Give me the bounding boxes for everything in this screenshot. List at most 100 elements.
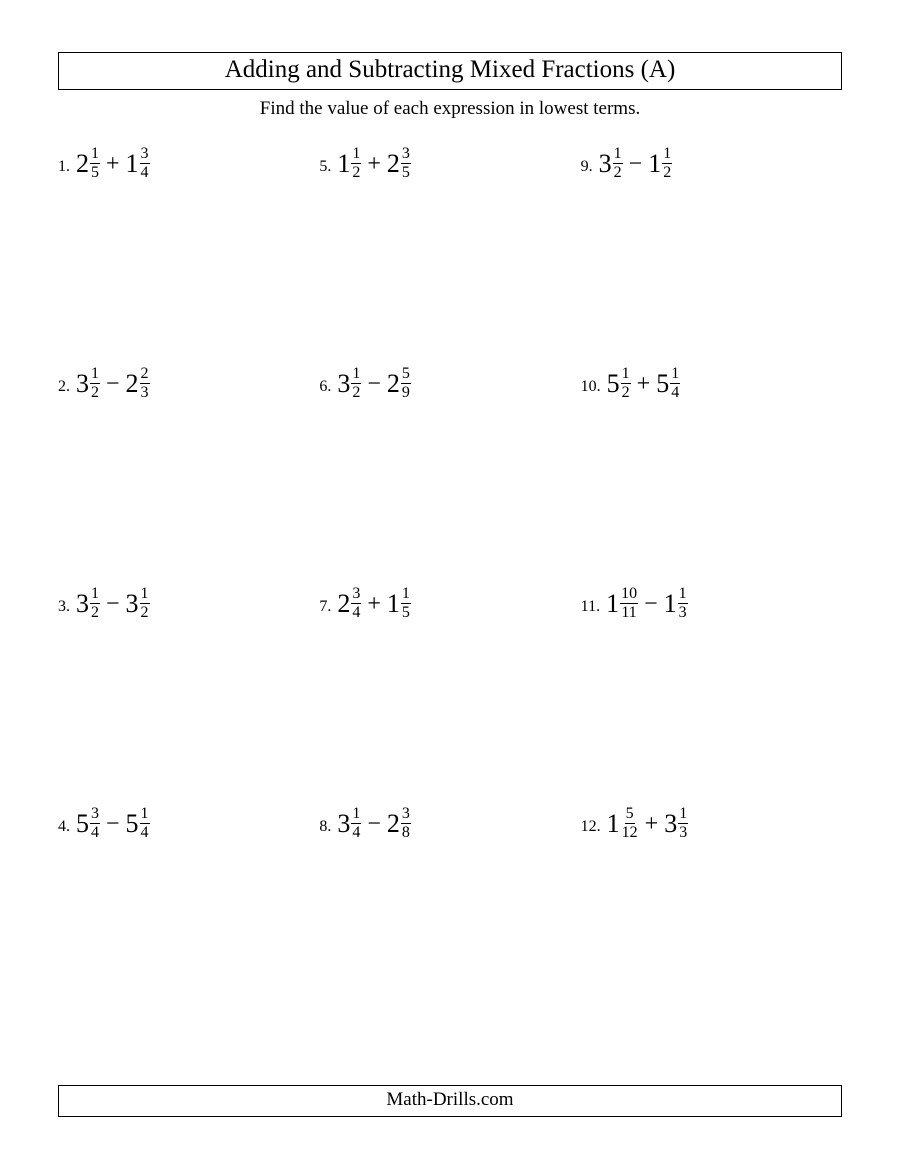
problem-number: 7. bbox=[319, 586, 331, 616]
numerator: 10 bbox=[620, 586, 638, 604]
mixed-fraction: 514 bbox=[126, 806, 150, 841]
denominator: 2 bbox=[351, 164, 361, 181]
mixed-fraction: 312 bbox=[126, 586, 150, 621]
numerator: 1 bbox=[140, 586, 150, 604]
numerator: 5 bbox=[401, 366, 411, 384]
problem: 7.234+115 bbox=[319, 580, 580, 800]
mixed-fraction: 312 bbox=[337, 366, 361, 401]
denominator: 2 bbox=[90, 384, 100, 401]
whole-part: 2 bbox=[337, 591, 350, 617]
numerator: 1 bbox=[351, 146, 361, 164]
problem-number: 2. bbox=[58, 366, 70, 396]
mixed-fraction: 113 bbox=[664, 586, 688, 621]
numerator: 3 bbox=[351, 586, 361, 604]
whole-part: 1 bbox=[126, 151, 139, 177]
problem-number: 12. bbox=[581, 806, 601, 836]
numerator: 3 bbox=[401, 146, 411, 164]
expression: 312−223 bbox=[76, 366, 150, 401]
numerator: 2 bbox=[140, 366, 150, 384]
expression: 512+514 bbox=[607, 366, 681, 401]
mixed-fraction: 312 bbox=[599, 146, 623, 181]
problem-number: 3. bbox=[58, 586, 70, 616]
denominator: 5 bbox=[90, 164, 100, 181]
problem-number: 9. bbox=[581, 146, 593, 176]
problem: 1.215+134 bbox=[58, 140, 319, 360]
denominator: 4 bbox=[351, 604, 361, 621]
mixed-fraction: 235 bbox=[387, 146, 411, 181]
numerator: 1 bbox=[662, 146, 672, 164]
mixed-fraction: 115 bbox=[387, 586, 411, 621]
denominator: 4 bbox=[90, 824, 100, 841]
operator: − bbox=[361, 812, 387, 836]
mixed-fraction: 112 bbox=[337, 146, 361, 181]
whole-part: 5 bbox=[126, 811, 139, 837]
whole-part: 1 bbox=[337, 151, 350, 177]
mixed-fraction: 259 bbox=[387, 366, 411, 401]
fraction-part: 34 bbox=[140, 146, 150, 181]
expression: 312−312 bbox=[76, 586, 150, 621]
fraction-part: 34 bbox=[351, 586, 361, 621]
operator: + bbox=[639, 812, 665, 836]
fraction-part: 13 bbox=[678, 586, 688, 621]
fraction-part: 12 bbox=[90, 586, 100, 621]
problem-number: 11. bbox=[581, 586, 600, 616]
whole-part: 3 bbox=[126, 591, 139, 617]
whole-part: 1 bbox=[387, 591, 400, 617]
mixed-fraction: 234 bbox=[337, 586, 361, 621]
denominator: 4 bbox=[351, 824, 361, 841]
problems-grid: 1.215+1345.112+2359.312−1122.312−2236.31… bbox=[58, 140, 842, 1020]
mixed-fraction: 134 bbox=[126, 146, 150, 181]
whole-part: 2 bbox=[126, 371, 139, 397]
expression: 215+134 bbox=[76, 146, 150, 181]
numerator: 1 bbox=[90, 366, 100, 384]
operator: − bbox=[361, 372, 387, 396]
problem: 4.534−514 bbox=[58, 800, 319, 1020]
numerator: 3 bbox=[140, 146, 150, 164]
numerator: 1 bbox=[140, 806, 150, 824]
fraction-part: 38 bbox=[401, 806, 411, 841]
expression: 112+235 bbox=[337, 146, 411, 181]
worksheet-subtitle: Find the value of each expression in low… bbox=[58, 98, 842, 120]
numerator: 1 bbox=[351, 366, 361, 384]
footer-box: Math-Drills.com bbox=[58, 1085, 842, 1117]
denominator: 4 bbox=[670, 384, 680, 401]
numerator: 1 bbox=[90, 146, 100, 164]
expression: 11011−113 bbox=[606, 586, 688, 621]
mixed-fraction: 215 bbox=[76, 146, 100, 181]
whole-part: 3 bbox=[76, 591, 89, 617]
operator: + bbox=[361, 152, 387, 176]
numerator: 1 bbox=[613, 146, 623, 164]
operator: + bbox=[361, 592, 387, 616]
mixed-fraction: 312 bbox=[76, 586, 100, 621]
expression: 1512+313 bbox=[607, 806, 689, 841]
numerator: 3 bbox=[90, 806, 100, 824]
whole-part: 2 bbox=[387, 371, 400, 397]
operator: − bbox=[623, 152, 649, 176]
fraction-part: 12 bbox=[90, 366, 100, 401]
whole-part: 2 bbox=[76, 151, 89, 177]
whole-part: 3 bbox=[76, 371, 89, 397]
denominator: 3 bbox=[140, 384, 150, 401]
numerator: 1 bbox=[670, 366, 680, 384]
fraction-part: 14 bbox=[140, 806, 150, 841]
fraction-part: 14 bbox=[670, 366, 680, 401]
problem: 9.312−112 bbox=[581, 140, 842, 360]
problem-number: 4. bbox=[58, 806, 70, 836]
numerator: 1 bbox=[678, 806, 688, 824]
mixed-fraction: 514 bbox=[656, 366, 680, 401]
operator: + bbox=[100, 152, 126, 176]
problem-number: 5. bbox=[319, 146, 331, 176]
fraction-part: 14 bbox=[351, 806, 361, 841]
fraction-part: 15 bbox=[401, 586, 411, 621]
fraction-part: 59 bbox=[401, 366, 411, 401]
problem: 5.112+235 bbox=[319, 140, 580, 360]
fraction-part: 15 bbox=[90, 146, 100, 181]
whole-part: 1 bbox=[648, 151, 661, 177]
numerator: 1 bbox=[90, 586, 100, 604]
whole-part: 2 bbox=[387, 811, 400, 837]
mixed-fraction: 11011 bbox=[606, 586, 638, 621]
fraction-part: 12 bbox=[662, 146, 672, 181]
title-box: Adding and Subtracting Mixed Fractions (… bbox=[58, 52, 842, 90]
denominator: 3 bbox=[678, 604, 688, 621]
whole-part: 5 bbox=[607, 371, 620, 397]
